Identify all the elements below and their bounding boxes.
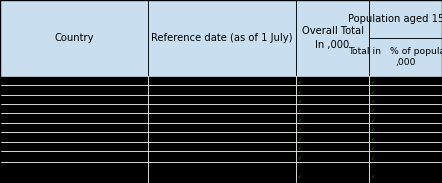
- Text: ✓: ✓: [370, 89, 374, 94]
- Bar: [148, 142, 296, 151]
- Bar: [148, 113, 296, 123]
- Text: ✓: ✓: [370, 80, 374, 85]
- Bar: [0, 123, 148, 132]
- Text: ✓: ✓: [297, 126, 301, 131]
- Bar: [296, 113, 369, 123]
- Text: ✓: ✓: [297, 145, 301, 150]
- Text: Total in   % of population
,000: Total in % of population ,000: [348, 47, 442, 67]
- Text: ✓: ✓: [297, 117, 301, 122]
- Bar: [0, 132, 148, 142]
- Text: ✓: ✓: [297, 156, 301, 161]
- Bar: [0, 113, 148, 123]
- Bar: [148, 123, 296, 132]
- Text: Reference date (as of 1 July): Reference date (as of 1 July): [151, 33, 293, 43]
- Text: Population aged 15 -59: Population aged 15 -59: [347, 14, 442, 24]
- Text: ✓: ✓: [370, 145, 374, 150]
- Bar: [0, 104, 148, 113]
- Bar: [296, 95, 369, 104]
- Text: ✓: ✓: [370, 98, 374, 103]
- Bar: [148, 95, 296, 104]
- Bar: [148, 76, 296, 85]
- Bar: [369, 85, 442, 95]
- Bar: [369, 162, 442, 183]
- Bar: [369, 142, 442, 151]
- Bar: [0, 162, 148, 183]
- Bar: [296, 104, 369, 113]
- Bar: [148, 151, 296, 162]
- Bar: [0, 0, 148, 76]
- Bar: [369, 104, 442, 113]
- Bar: [296, 162, 369, 183]
- Bar: [296, 85, 369, 95]
- Bar: [296, 151, 369, 162]
- Bar: [296, 0, 369, 76]
- Bar: [0, 85, 148, 95]
- Text: ✓: ✓: [297, 89, 301, 94]
- Bar: [148, 132, 296, 142]
- Bar: [369, 132, 442, 142]
- Text: ✓: ✓: [297, 98, 301, 103]
- Text: ✓: ✓: [370, 173, 374, 178]
- Text: ✓: ✓: [370, 136, 374, 141]
- Bar: [0, 142, 148, 151]
- Text: ✓: ✓: [370, 126, 374, 131]
- Bar: [148, 162, 296, 183]
- Text: ✓: ✓: [297, 80, 301, 85]
- Bar: [0, 95, 148, 104]
- Text: Country: Country: [54, 33, 94, 43]
- Bar: [369, 0, 442, 38]
- Bar: [148, 85, 296, 95]
- Bar: [296, 142, 369, 151]
- Bar: [369, 95, 442, 104]
- Text: ✓: ✓: [297, 108, 301, 113]
- Bar: [148, 104, 296, 113]
- Text: ✓: ✓: [297, 173, 301, 178]
- Bar: [369, 113, 442, 123]
- Bar: [148, 0, 296, 76]
- Text: ✓: ✓: [370, 117, 374, 122]
- Bar: [369, 76, 442, 85]
- Bar: [369, 38, 442, 76]
- Text: ✓: ✓: [370, 108, 374, 113]
- Bar: [369, 123, 442, 132]
- Bar: [296, 123, 369, 132]
- Bar: [0, 151, 148, 162]
- Text: ✓: ✓: [297, 136, 301, 141]
- Bar: [369, 151, 442, 162]
- Bar: [296, 132, 369, 142]
- Text: ✓: ✓: [370, 156, 374, 161]
- Bar: [296, 76, 369, 85]
- Text: Overall Total
In ,000: Overall Total In ,000: [301, 26, 364, 50]
- Bar: [0, 76, 148, 85]
